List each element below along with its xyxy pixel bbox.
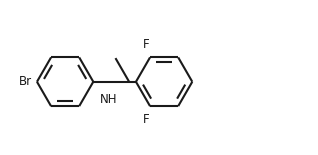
Text: F: F [143,38,150,51]
Text: F: F [143,113,150,126]
Text: NH: NH [100,93,117,106]
Text: Br: Br [19,75,32,88]
